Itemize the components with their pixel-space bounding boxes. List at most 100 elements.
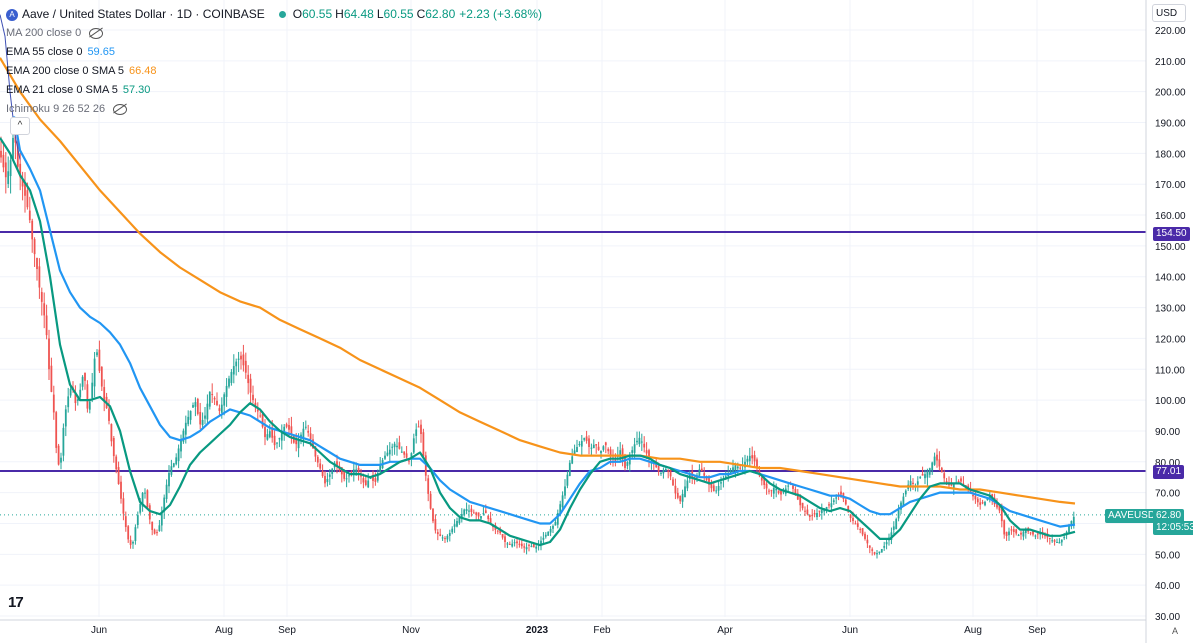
candle-body: [662, 469, 665, 474]
candle-body: [1036, 533, 1039, 535]
candle-body: [592, 444, 595, 449]
collapse-legend-button[interactable]: ^: [10, 117, 30, 135]
hidden-eye-icon[interactable]: [89, 28, 104, 39]
candle-body: [295, 439, 298, 445]
candle-body: [376, 473, 379, 481]
candle-body: [684, 486, 686, 498]
candle-body: [420, 424, 422, 435]
candle-body: [900, 502, 902, 510]
candle-body: [1022, 531, 1025, 537]
candle-body: [2, 154, 5, 168]
price-tick-label: 190.00: [1155, 119, 1186, 130]
grid: [0, 0, 1146, 617]
legend-symbol-row[interactable]: A Aave / United States Dollar · 1D · COI…: [6, 5, 542, 24]
candle-body: [62, 427, 65, 456]
indicator-label: EMA 200 close 0 SMA 5: [6, 65, 125, 77]
candle-body: [384, 455, 386, 459]
candle-body: [643, 443, 646, 448]
indicator-label: EMA 55 close 0: [6, 46, 83, 58]
price-tick-label: 160.00: [1155, 211, 1186, 222]
candle-body: [540, 540, 542, 545]
candle-body: [681, 493, 684, 502]
candle-body: [441, 537, 444, 539]
candle-body: [1012, 529, 1015, 532]
candle-body: [348, 475, 350, 477]
price-tick-label: 110.00: [1155, 365, 1185, 376]
candle-body: [297, 439, 300, 449]
candle-body: [945, 481, 948, 483]
candle-body: [876, 553, 878, 555]
candle-body: [336, 461, 338, 466]
candle-body: [405, 453, 408, 458]
hidden-eye-icon[interactable]: [113, 104, 128, 115]
candle-body: [806, 509, 809, 515]
price-tick-label: 180.00: [1155, 149, 1186, 160]
price-tick-label: 90.00: [1155, 427, 1180, 438]
candle-body: [943, 473, 946, 479]
candle-body: [1020, 532, 1022, 535]
candle-body: [240, 355, 242, 360]
candle-body: [499, 529, 502, 534]
candle-body: [199, 411, 202, 425]
candle-body: [453, 524, 456, 527]
candle-body: [580, 441, 583, 447]
candle-body: [508, 543, 511, 545]
candle-body: [468, 510, 470, 512]
time-tick-label: Sep: [278, 625, 296, 636]
candle-body: [456, 521, 458, 527]
candle-body: [48, 338, 50, 370]
candle-body: [7, 171, 10, 184]
indicator-row-ema200[interactable]: EMA 200 close 0 SMA 5 66.48: [6, 62, 542, 81]
candle-body: [792, 485, 794, 489]
candle-body: [9, 160, 12, 177]
candle-body: [252, 394, 254, 401]
candle-body: [525, 547, 528, 550]
candle-body: [952, 484, 955, 488]
candle-body: [568, 462, 571, 476]
candle-body: [204, 415, 206, 419]
candle-body: [177, 448, 180, 462]
candle-body: [818, 510, 821, 512]
candle-body: [532, 543, 535, 548]
candle-body: [50, 365, 53, 392]
price-tick-label: 140.00: [1155, 273, 1186, 284]
candle-body: [189, 410, 192, 420]
candle-body: [81, 376, 84, 387]
candle-body: [708, 477, 710, 485]
candle-body: [751, 455, 754, 459]
indicator-row-ema21[interactable]: EMA 21 close 0 SMA 5 57.30: [6, 81, 542, 100]
horizontal-lines: [0, 231, 1146, 516]
candle-body: [220, 404, 223, 413]
tradingview-logo[interactable]: 17: [8, 594, 24, 611]
candle-body: [153, 529, 156, 534]
series-line-ema-200: [0, 57, 1076, 505]
candle-body: [254, 402, 257, 408]
candle-body: [715, 490, 718, 492]
candle-body: [1060, 539, 1063, 543]
indicator-row-ma200[interactable]: MA 200 close 0: [6, 24, 542, 43]
time-tick-label: 2023: [526, 625, 549, 636]
currency-selector[interactable]: USD: [1152, 4, 1186, 22]
candle-body: [136, 515, 139, 525]
indicator-row-ichimoku[interactable]: Ichimoku 9 26 52 26: [6, 100, 542, 119]
candle-body: [458, 518, 461, 524]
candle-body: [1048, 537, 1051, 539]
candle-body: [535, 546, 538, 549]
indicator-row-ema55[interactable]: EMA 55 close 0 59.65: [6, 43, 542, 62]
candle-body: [112, 437, 115, 457]
candle-body: [230, 371, 233, 383]
indicator-value: 57.30: [122, 84, 151, 96]
candle-body: [232, 366, 235, 375]
candle-body: [576, 446, 578, 453]
candle-body: [472, 512, 475, 514]
candle-body: [408, 460, 410, 462]
symbol-title[interactable]: Aave / United States Dollar · 1D · COINB…: [22, 7, 265, 21]
candle-body: [573, 450, 576, 455]
candle-body: [998, 505, 1001, 511]
auto-scale-button[interactable]: A: [1172, 626, 1179, 636]
candle-body: [530, 545, 533, 547]
candle-body: [172, 463, 175, 467]
candle-body: [604, 442, 607, 446]
candle-body: [1056, 541, 1058, 543]
